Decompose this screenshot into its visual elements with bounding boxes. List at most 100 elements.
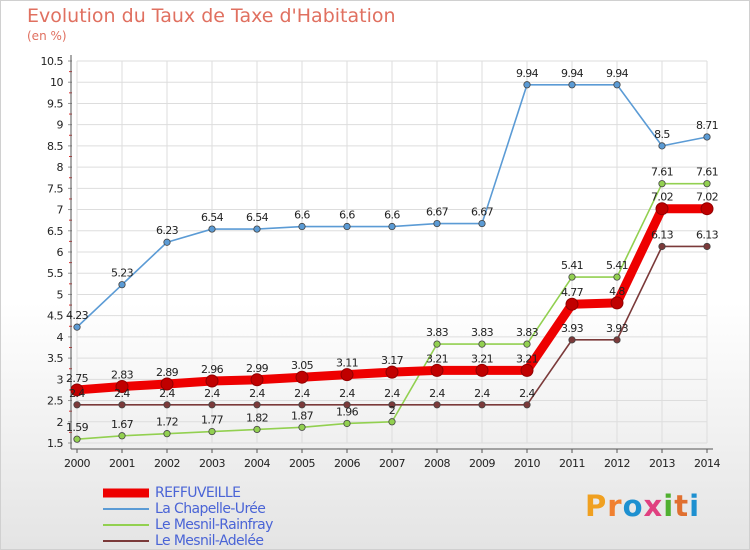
data-label: 4.77 <box>561 286 584 299</box>
data-label: 1.82 <box>246 411 268 424</box>
data-point <box>433 401 441 409</box>
legend-swatch-la-chapelle-uree <box>103 508 149 510</box>
data-point <box>658 242 666 251</box>
data-label: 3.05 <box>291 359 314 372</box>
data-point <box>430 363 444 377</box>
data-point <box>658 142 666 150</box>
data-label: 1.59 <box>66 421 89 434</box>
data-point <box>253 401 261 409</box>
data-label: 8.5 <box>654 128 670 141</box>
data-point <box>610 296 624 310</box>
x-tick-label: 2011 <box>559 457 585 470</box>
data-label: 7.02 <box>696 191 718 204</box>
axis-layer: 1.5 2 2.5 3 3.5 4 4.5 5 5.5 6 6.5 7 7.5 8 8.5 9 9.5 10 10.… <box>41 55 721 470</box>
data-point <box>703 180 711 188</box>
data-label: 5.23 <box>111 267 134 280</box>
legend-label: Le Mesnil-Rainfray <box>155 517 273 533</box>
x-tick-label: 2012 <box>604 457 630 470</box>
logo-letter: P <box>585 489 608 523</box>
data-point <box>478 340 486 348</box>
y-tick-label: 7.5 <box>47 182 63 195</box>
data-label: 9.94 <box>606 67 629 80</box>
logo-letter: i <box>689 489 701 523</box>
series-layer <box>70 81 714 443</box>
data-point <box>208 427 216 436</box>
data-label: 4.23 <box>66 309 89 322</box>
data-label: 6.6 <box>294 209 310 222</box>
data-label: 7.02 <box>651 191 673 204</box>
data-label: 3.93 <box>561 322 584 335</box>
data-label: 2.99 <box>246 362 269 375</box>
y-tick-label: 10 <box>50 76 63 89</box>
data-label: 2.4 <box>339 387 355 400</box>
data-point <box>703 242 711 251</box>
y-tick-label: 5.5 <box>47 267 63 280</box>
data-point <box>523 401 531 409</box>
data-point <box>340 368 354 382</box>
legend-label: Le Mesnil-Adelée <box>155 533 264 549</box>
x-tick-label: 2001 <box>109 457 135 470</box>
data-label: 1.96 <box>336 405 359 418</box>
data-label: 8.71 <box>696 119 718 132</box>
x-tick-label: 2010 <box>514 457 540 470</box>
x-tick-label: 2008 <box>424 457 450 470</box>
logo-letter: t <box>674 489 690 523</box>
x-tick-label: 2014 <box>694 457 720 470</box>
data-point <box>73 323 81 331</box>
data-point <box>703 133 711 141</box>
legend: REFFUVEILLE La Chapelle-Urée Le Mesnil-R… <box>101 485 273 549</box>
legend-label: REFFUVEILLE <box>155 485 241 501</box>
data-label: 6.6 <box>339 209 355 222</box>
y-tick-label: 1.5 <box>47 437 63 450</box>
data-label: 7.61 <box>696 166 718 179</box>
data-label: 3.93 <box>606 322 629 335</box>
y-tick-label: 2.5 <box>47 395 63 408</box>
data-point <box>343 222 351 231</box>
data-label: 6.13 <box>651 228 674 241</box>
data-point <box>475 363 489 377</box>
data-point <box>565 297 579 311</box>
data-point <box>568 81 576 89</box>
data-label: 2.4 <box>519 387 535 400</box>
data-point <box>385 365 399 379</box>
legend-swatch-le-mesnil-rainfray <box>103 524 149 526</box>
data-label: 2.4 <box>474 387 490 400</box>
data-label: 2.4 <box>429 387 445 400</box>
data-label: 2.89 <box>156 366 179 379</box>
logo-letter: x <box>643 489 664 523</box>
y-tick-label: 8.5 <box>47 140 63 153</box>
data-label: 3.17 <box>381 354 404 367</box>
x-tick-label: 2009 <box>469 457 495 470</box>
y-tick-label: 6.5 <box>47 225 63 238</box>
data-point <box>613 273 621 281</box>
data-point <box>208 401 216 409</box>
data-point <box>388 401 396 409</box>
data-point <box>478 219 486 228</box>
data-label: 2.4 <box>294 387 310 400</box>
data-point <box>115 380 129 394</box>
data-label: 2 <box>389 404 395 417</box>
data-point <box>73 435 81 443</box>
data-label: 3.21 <box>426 352 448 365</box>
data-label: 6.67 <box>471 206 494 219</box>
y-tick-label: 9 <box>57 119 64 132</box>
y-tick-label: 10.5 <box>41 55 64 68</box>
data-point <box>700 202 714 216</box>
legend-label: La Chapelle-Urée <box>155 501 266 517</box>
data-point <box>118 281 126 289</box>
data-label: 3.11 <box>336 357 358 370</box>
x-tick-label: 2003 <box>199 457 225 470</box>
x-tick-label: 2005 <box>289 457 315 470</box>
data-point <box>568 273 576 281</box>
data-point <box>298 222 306 231</box>
data-point <box>295 370 309 384</box>
y-tick-label: 4 <box>57 331 64 344</box>
data-label: 2.96 <box>201 363 224 376</box>
data-label: 3.83 <box>471 326 494 339</box>
data-point <box>568 336 576 344</box>
data-label: 2.4 <box>384 387 400 400</box>
data-label: 2.75 <box>66 372 89 385</box>
y-tick-label: 9.5 <box>47 97 63 110</box>
data-point <box>298 401 306 409</box>
